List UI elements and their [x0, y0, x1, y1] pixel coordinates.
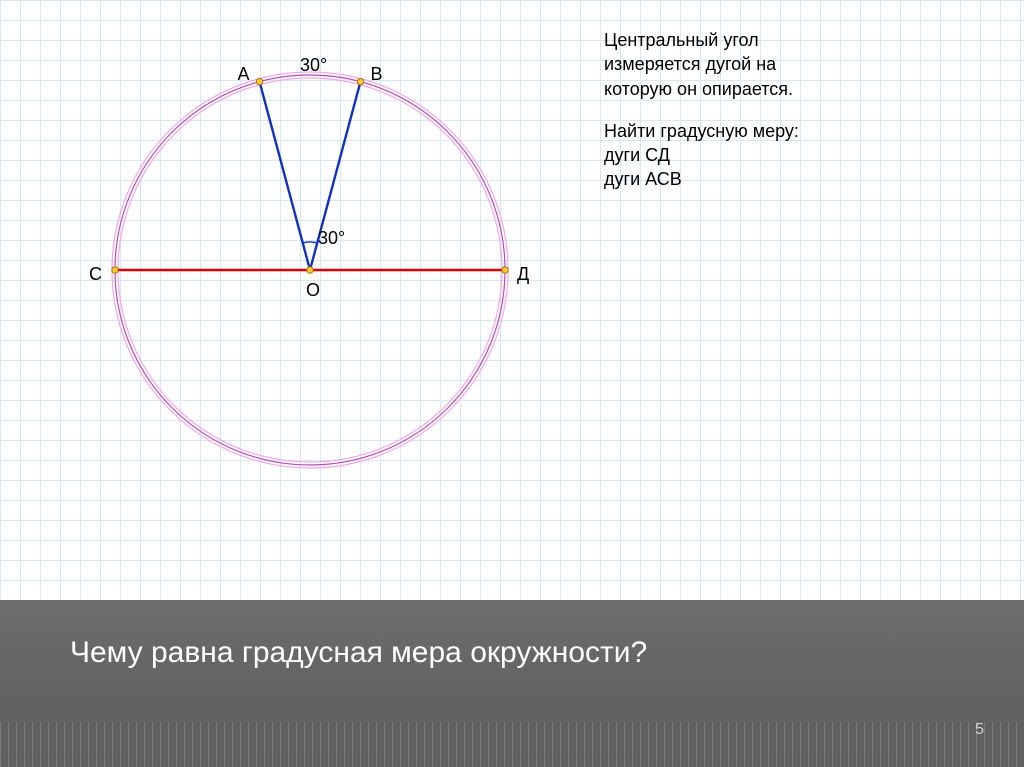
- task-line: дуги СД: [604, 143, 799, 167]
- angle-label-center: 30°: [318, 228, 345, 249]
- arc-label-top: 30°: [300, 55, 327, 76]
- spacer: [604, 101, 799, 119]
- task-intro: Найти градусную меру:: [604, 119, 799, 143]
- slide: А В С Д О 30° 30° Центральный угол измеряется …: [0, 0, 1024, 767]
- point-label-A: А: [238, 64, 250, 85]
- problem-text: Центральный угол измеряется дугой на кот…: [604, 28, 799, 192]
- theorem-line: Центральный угол: [604, 28, 799, 52]
- geometry-diagram: [0, 0, 1024, 600]
- slide-footer: Чему равна градусная мера окружности? 5: [0, 600, 1024, 767]
- point-label-B: В: [370, 64, 382, 85]
- slide-title: Чему равна градусная мера окружности?: [70, 636, 647, 670]
- point-label-O: О: [306, 280, 320, 301]
- theorem-line: измеряется дугой на: [604, 52, 799, 76]
- task-line: дуги АСВ: [604, 167, 799, 191]
- decorative-ruler: [0, 722, 1024, 767]
- point-label-C: С: [89, 264, 102, 285]
- theorem-line: которую он опирается.: [604, 77, 799, 101]
- point-label-D: Д: [517, 264, 529, 285]
